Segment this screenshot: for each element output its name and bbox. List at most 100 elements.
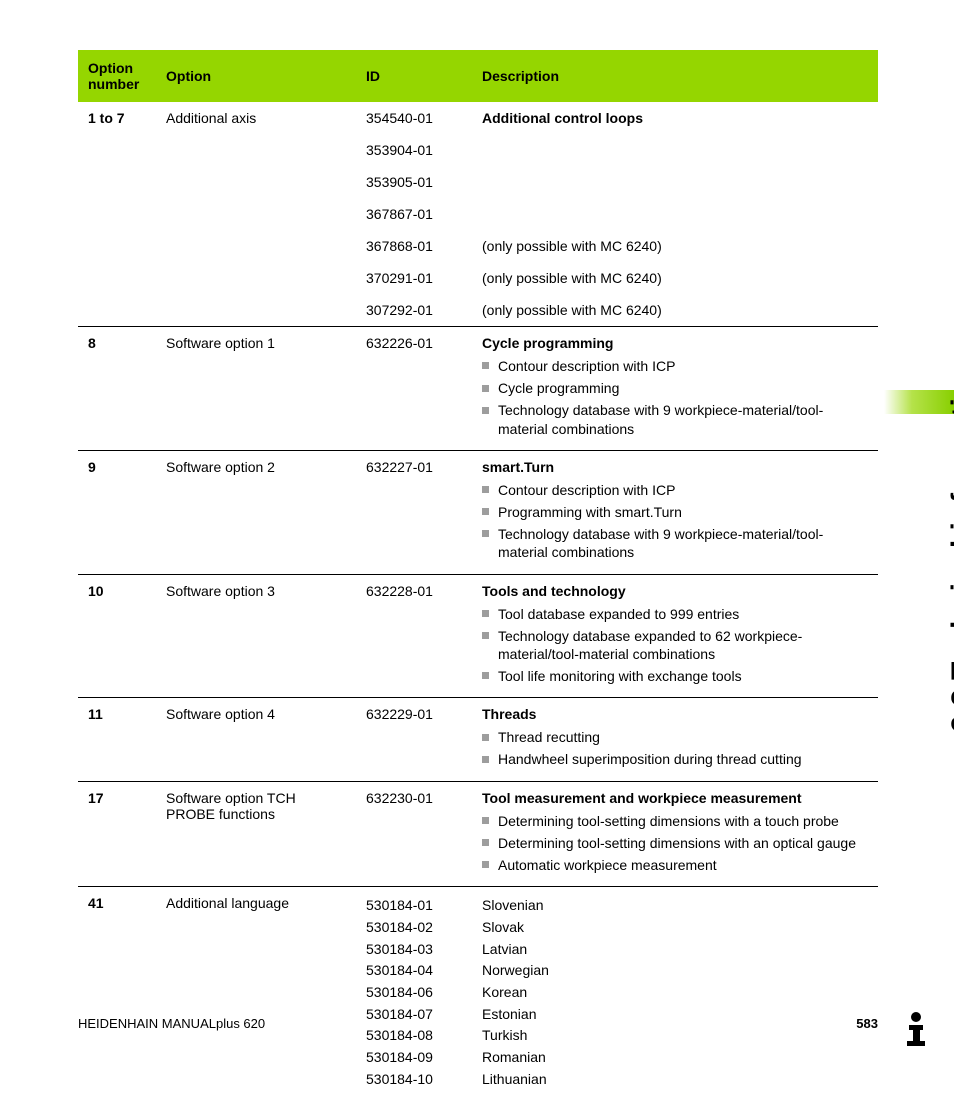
table-row: 367868-01 (only possible with MC 6240) [78,230,878,262]
col-header-option: Option [156,50,356,102]
cell-id: 632230-01 [356,781,472,887]
cell-option: Software option 3 [156,574,356,698]
bullet-item: Thread recutting [482,728,868,746]
desc-item: Norwegian [482,960,868,982]
desc-bullets: Contour description with ICP Cycle progr… [482,357,868,438]
bullet-item: Cycle programming [482,379,868,397]
desc-item: Slovenian [482,895,868,917]
desc-item: Lithuanian [482,1069,868,1091]
table-row: 9 Software option 2 632227-01 smart.Turn… [78,450,878,574]
cell-id: 632227-01 [356,450,472,574]
desc-item: Slovak [482,917,868,939]
cell-desc-list: Slovenian Slovak Latvian Norwegian Korea… [472,887,878,1098]
page-footer: HEIDENHAIN MANUALplus 620 583 [78,1016,878,1031]
table-row: 353905-01 [78,166,878,198]
cell-id: 354540-01 [356,102,472,134]
table-header-row: Option number Option ID Description [78,50,878,102]
cell-option-number: 8 [78,327,156,451]
bullet-item: Determining tool-setting dimensions with… [482,834,868,852]
cell-id-list: 530184-01 530184-02 530184-03 530184-04 … [356,887,472,1098]
cell-option: Software option TCH PROBE functions [156,781,356,887]
cell-id: 632228-01 [356,574,472,698]
desc-bullets: Tool database expanded to 999 entries Te… [482,605,868,686]
footer-product: HEIDENHAIN MANUALplus 620 [78,1016,265,1031]
cell-id: 367867-01 [356,198,472,230]
cell-option-number: 17 [78,781,156,887]
table-row: 41 Additional language 530184-01 530184-… [78,887,878,1098]
col-header-number: Option number [78,50,156,102]
cell-desc-bold: Additional control loops [472,102,878,134]
table-row: 353904-01 [78,134,878,166]
id-item: 530184-06 [366,982,462,1004]
cell-desc: Cycle programming Contour description wi… [472,327,878,451]
desc-bullets: Contour description with ICP Programming… [482,481,868,562]
cell-option-number: 10 [78,574,156,698]
cell-desc: smart.Turn Contour description with ICP … [472,450,878,574]
cell-option: Software option 4 [156,698,356,781]
cell-option: Additional language [156,887,356,1098]
options-table: Option number Option ID Description 1 to… [78,50,878,1098]
col-header-id: ID [356,50,472,102]
side-color-tab [884,390,954,414]
cell-option: Software option 1 [156,327,356,451]
cell-desc [472,198,878,230]
cell-id: 632229-01 [356,698,472,781]
cell-option-number: 41 [78,887,156,1098]
cell-id: 307292-01 [356,294,472,327]
bullet-item: Automatic workpiece measurement [482,856,868,874]
bullet-item: Contour description with ICP [482,481,868,499]
id-item: 530184-04 [366,960,462,982]
cell-option-number: 11 [78,698,156,781]
desc-title: Cycle programming [482,335,613,351]
table-row: 8 Software option 1 632226-01 Cycle prog… [78,327,878,451]
bullet-item: Determining tool-setting dimensions with… [482,812,868,830]
cell-id: 353904-01 [356,134,472,166]
bullet-item: Technology database with 9 workpiece-mat… [482,401,868,437]
section-heading-vertical: 9.3 Technical information [946,360,954,732]
cell-id: 370291-01 [356,262,472,294]
cell-desc: Threads Thread recutting Handwheel super… [472,698,878,781]
bullet-item: Contour description with ICP [482,357,868,375]
table-row: 370291-01 (only possible with MC 6240) [78,262,878,294]
cell-id: 367868-01 [356,230,472,262]
id-item: 530184-09 [366,1047,462,1069]
desc-item: Romanian [482,1047,868,1069]
cell-desc [472,134,878,166]
bullet-item: Programming with smart.Turn [482,503,868,521]
cell-desc: (only possible with MC 6240) [472,230,878,262]
cell-desc [472,166,878,198]
cell-desc: (only possible with MC 6240) [472,294,878,327]
bullet-item: Technology database expanded to 62 workp… [482,627,868,663]
table-row: 10 Software option 3 632228-01 Tools and… [78,574,878,698]
id-item: 530184-01 [366,895,462,917]
footer-page-number: 583 [856,1016,878,1031]
desc-bullets: Determining tool-setting dimensions with… [482,812,868,875]
cell-desc: (only possible with MC 6240) [472,262,878,294]
id-item: 530184-02 [366,917,462,939]
cell-desc: Tool measurement and workpiece measureme… [472,781,878,887]
cell-option: Additional axis [156,102,356,134]
cell-option-number: 9 [78,450,156,574]
desc-title: smart.Turn [482,459,554,475]
desc-item: Korean [482,982,868,1004]
info-icon [896,1009,936,1049]
desc-item: Latvian [482,939,868,961]
desc-title: Tools and technology [482,583,626,599]
cell-id: 632226-01 [356,327,472,451]
table-row: 307292-01 (only possible with MC 6240) [78,294,878,327]
bullet-item: Handwheel superimposition during thread … [482,750,868,768]
desc-bullets: Thread recutting Handwheel superimpositi… [482,728,868,768]
desc-title: Threads [482,706,536,722]
table-row: 11 Software option 4 632229-01 Threads T… [78,698,878,781]
table-row: 1 to 7 Additional axis 354540-01 Additio… [78,102,878,134]
desc-title: Tool measurement and workpiece measureme… [482,790,802,806]
bullet-item: Tool life monitoring with exchange tools [482,667,868,685]
cell-desc: Tools and technology Tool database expan… [472,574,878,698]
bullet-item: Tool database expanded to 999 entries [482,605,868,623]
id-item: 530184-10 [366,1069,462,1091]
cell-id: 353905-01 [356,166,472,198]
id-item: 530184-03 [366,939,462,961]
table-row: 17 Software option TCH PROBE functions 6… [78,781,878,887]
col-header-description: Description [472,50,878,102]
cell-option: Software option 2 [156,450,356,574]
